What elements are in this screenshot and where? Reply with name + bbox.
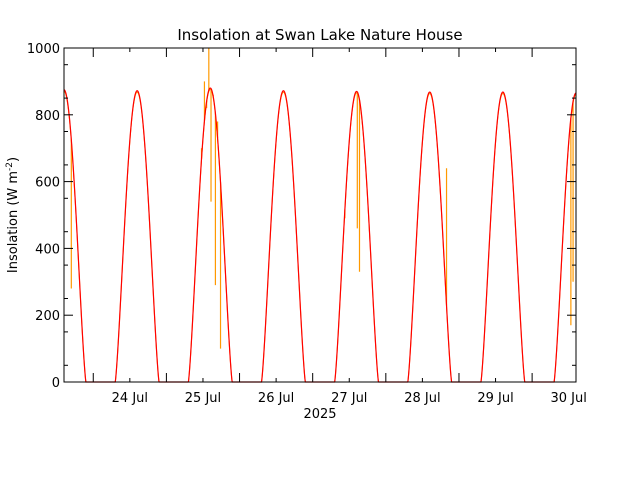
model-series-line — [63, 87, 577, 383]
y-axis-label-main: Insolation (W m — [6, 171, 21, 273]
y-tick-label: 600 — [35, 176, 60, 191]
x-tick-label: 25 Jul — [185, 391, 221, 406]
y-axis: 0 200 400 600 800 1000 — [27, 42, 576, 391]
measured-series-line — [63, 89, 577, 383]
y-tick-label: 0 — [52, 376, 60, 391]
y-axis-label-close: ) — [6, 157, 21, 162]
y-tick-label: 800 — [35, 109, 60, 124]
x-tick-label: 30 Jul — [551, 391, 587, 406]
y-axis-label-sup: -2 — [5, 162, 15, 171]
x-axis-label: 2025 — [303, 407, 336, 422]
y-tick-label: 400 — [35, 242, 60, 257]
plot-area — [63, 48, 577, 383]
x-tick-label: 26 Jul — [258, 391, 294, 406]
x-axis: 24 Jul 25 Jul 26 Jul 27 Jul 28 Jul 29 Jul 30 J… — [92, 48, 587, 406]
y-axis-label: Insolation (W m-2) — [5, 157, 21, 273]
x-tick-label: 24 Jul — [112, 391, 148, 406]
y-tick-label: 200 — [35, 309, 60, 324]
x-tick-label: 27 Jul — [331, 391, 367, 406]
x-tick-label: 28 Jul — [404, 391, 440, 406]
chart-title: Insolation at Swan Lake Nature House — [177, 26, 462, 44]
plot-frame — [63, 47, 577, 383]
x-tick-label: 29 Jul — [477, 391, 513, 406]
y-tick-label: 1000 — [27, 42, 60, 57]
